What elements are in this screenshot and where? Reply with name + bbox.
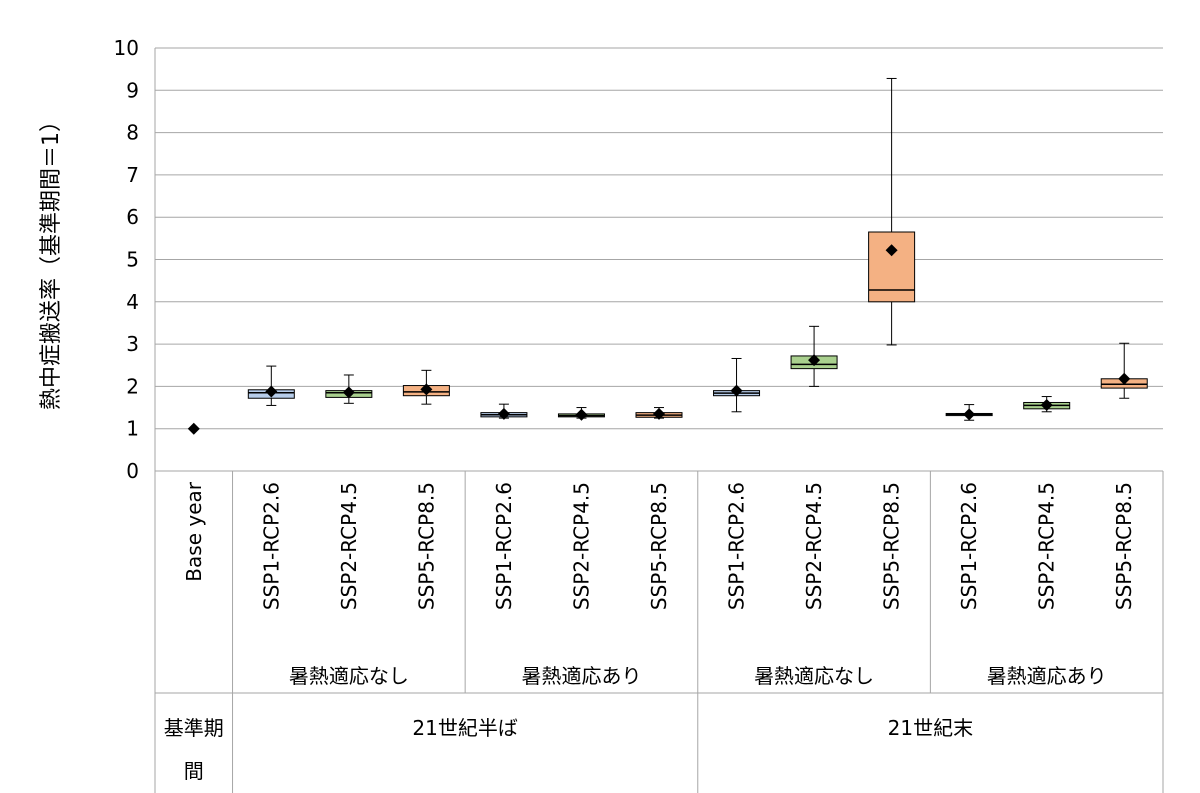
- period-label: 21世紀末: [888, 716, 973, 740]
- x-category-label: SSP1-RCP2.6: [725, 482, 749, 610]
- y-tick-label: 1: [126, 417, 139, 441]
- box-7: [713, 357, 761, 413]
- x-category-label: SSP2-RCP4.5: [802, 482, 826, 610]
- mean-marker: [885, 244, 898, 257]
- box-series: [187, 77, 1148, 435]
- x-category-label: SSP5-RCP8.5: [880, 482, 904, 610]
- y-tick-label: 2: [126, 374, 139, 398]
- x-category-label: SSP1-RCP2.6: [492, 482, 516, 610]
- y-tick-label: 0: [126, 459, 139, 483]
- adaptation-group-label: 暑熱適応なし: [289, 664, 409, 688]
- box-9: [868, 77, 916, 346]
- box-11: [1023, 396, 1071, 413]
- box-4: [480, 403, 528, 420]
- y-tick-label: 7: [126, 163, 139, 187]
- y-tick-label: 3: [126, 332, 139, 356]
- y-tick-label: 6: [126, 205, 139, 229]
- x-category-label: SSP2-RCP4.5: [569, 482, 593, 610]
- mean-marker: [342, 386, 355, 399]
- mean-marker: [497, 407, 510, 420]
- adaptation-group-label: 暑熱適応あり: [521, 664, 641, 688]
- x-category-label: Base year: [182, 481, 206, 581]
- x-category-label: SSP5-RCP8.5: [1112, 482, 1136, 610]
- box-5: [557, 407, 605, 421]
- box-2: [325, 374, 373, 404]
- mean-marker: [575, 408, 588, 421]
- mean-marker: [730, 384, 743, 397]
- box-1: [247, 365, 295, 406]
- mean-marker: [808, 354, 821, 367]
- x-category-label: SSP2-RCP4.5: [1035, 482, 1059, 610]
- mean-marker: [1118, 372, 1131, 385]
- x-category-label: SSP5-RCP8.5: [414, 482, 438, 610]
- x-category-label: SSP1-RCP2.6: [957, 482, 981, 610]
- mean-marker: [187, 422, 200, 435]
- box-3: [402, 369, 450, 405]
- mean-marker: [1040, 399, 1053, 412]
- y-axis-label: 熱中症搬送率（基準期間＝1）: [39, 110, 64, 410]
- x-axis-table: Base year SSP1-RCP2.6 SSP2-RCP4.5 SSP5-RCP8…: [154, 470, 1164, 793]
- y-tick-label: 8: [126, 121, 139, 145]
- adaptation-group-label: 暑熱適応なし: [754, 664, 874, 688]
- box-0: [187, 422, 200, 435]
- period-label-cont: 間: [184, 759, 204, 783]
- mean-marker: [653, 407, 665, 420]
- x-category-label: SSP1-RCP2.6: [259, 482, 283, 610]
- y-tick-label: 5: [126, 248, 139, 272]
- x-category-label: SSP5-RCP8.5: [647, 482, 671, 610]
- box-8: [790, 325, 838, 387]
- period-label: 基準期: [164, 716, 224, 740]
- y-axis: 0 1 2 3 4 5 6 7 8 9 10: [114, 36, 156, 483]
- mean-marker: [265, 385, 278, 398]
- box-body: [868, 231, 916, 303]
- mean-marker: [963, 408, 976, 421]
- box-10: [945, 404, 993, 421]
- box-6: [635, 407, 683, 420]
- gridlines: [155, 47, 1163, 472]
- box-12: [1100, 342, 1148, 399]
- adaptation-group-label: 暑熱適応あり: [987, 664, 1107, 688]
- y-tick-label: 4: [126, 290, 139, 314]
- mean-marker: [420, 383, 433, 396]
- y-tick-label: 10: [114, 36, 139, 60]
- period-label: 21世紀半ば: [412, 716, 517, 740]
- x-category-label: SSP2-RCP4.5: [337, 482, 361, 610]
- y-tick-label: 9: [126, 78, 139, 102]
